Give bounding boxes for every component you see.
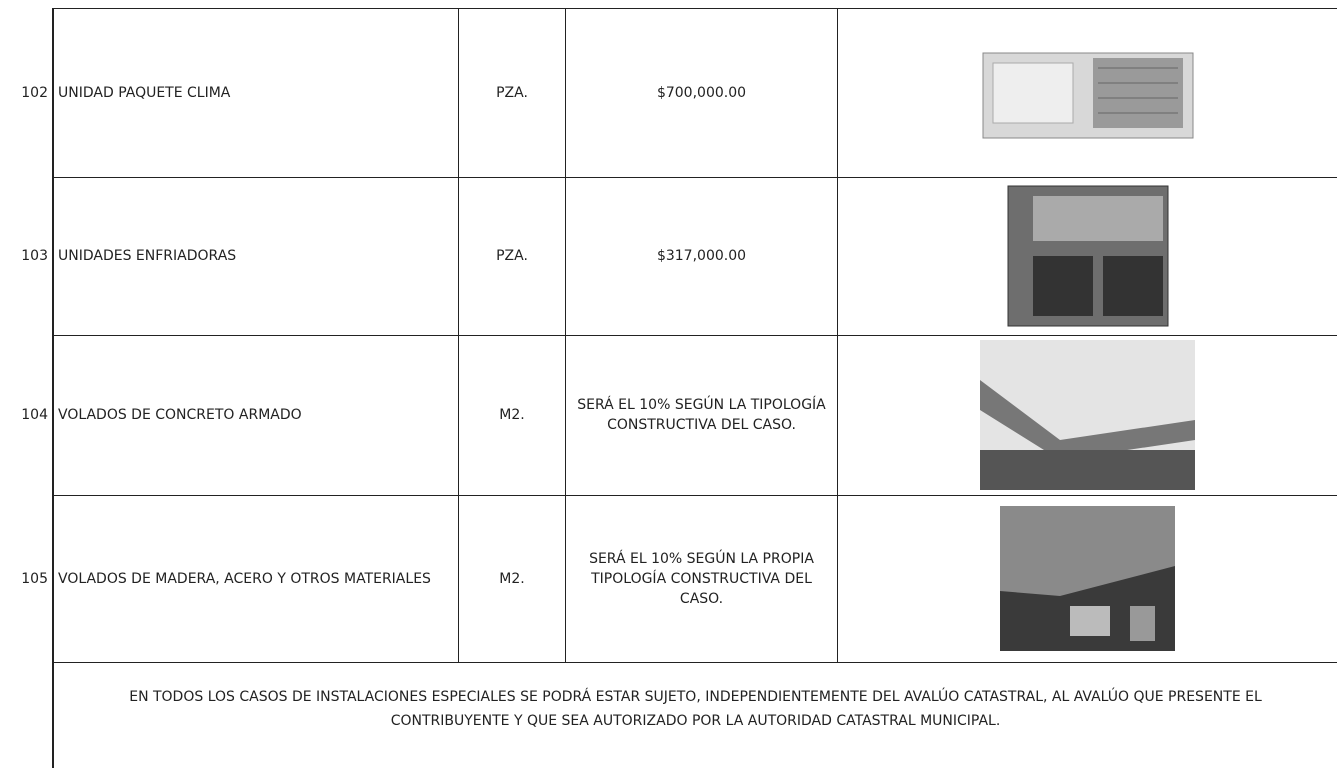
value: SERÁ EL 10% SEGÚN LA TIPOLOGÍA CONSTRUCT… [565, 335, 837, 495]
image-cell [837, 8, 1337, 177]
row-border [52, 495, 1337, 496]
value: $317,000.00 [565, 177, 837, 335]
overhang-photo [1000, 506, 1175, 651]
description: UNIDADES ENFRIADORAS [52, 177, 458, 335]
value: $700,000.00 [565, 8, 837, 177]
row-border [52, 662, 1337, 663]
unit: M2. [458, 335, 565, 495]
overhang-photo [980, 340, 1195, 490]
unit: PZA. [458, 177, 565, 335]
note: EN TODOS LOS CASOS DE INSTALACIONES ESPE… [52, 662, 1337, 768]
unit: PZA. [458, 8, 565, 177]
row-number: 103 [21, 248, 48, 264]
description: VOLADOS DE CONCRETO ARMADO [52, 335, 458, 495]
image-cell [837, 177, 1337, 335]
image-cell [837, 495, 1337, 662]
row-number: 105 [21, 570, 48, 587]
image-cell [837, 335, 1337, 495]
row-number: 102 [21, 84, 48, 101]
row-border [52, 335, 1337, 336]
equipment-photo [982, 52, 1193, 138]
value: SERÁ EL 10% SEGÚN LA PROPIA TIPOLOGÍA CO… [565, 495, 837, 662]
description: VOLADOS DE MADERA, ACERO Y OTROS MATERIA… [52, 495, 458, 662]
unit: M2. [458, 495, 565, 662]
row-number: 104 [21, 407, 48, 423]
row-border [52, 8, 1337, 9]
description: UNIDAD PAQUETE CLIMA [52, 8, 458, 177]
equipment-photo [1007, 185, 1168, 327]
row-border [52, 177, 1337, 178]
